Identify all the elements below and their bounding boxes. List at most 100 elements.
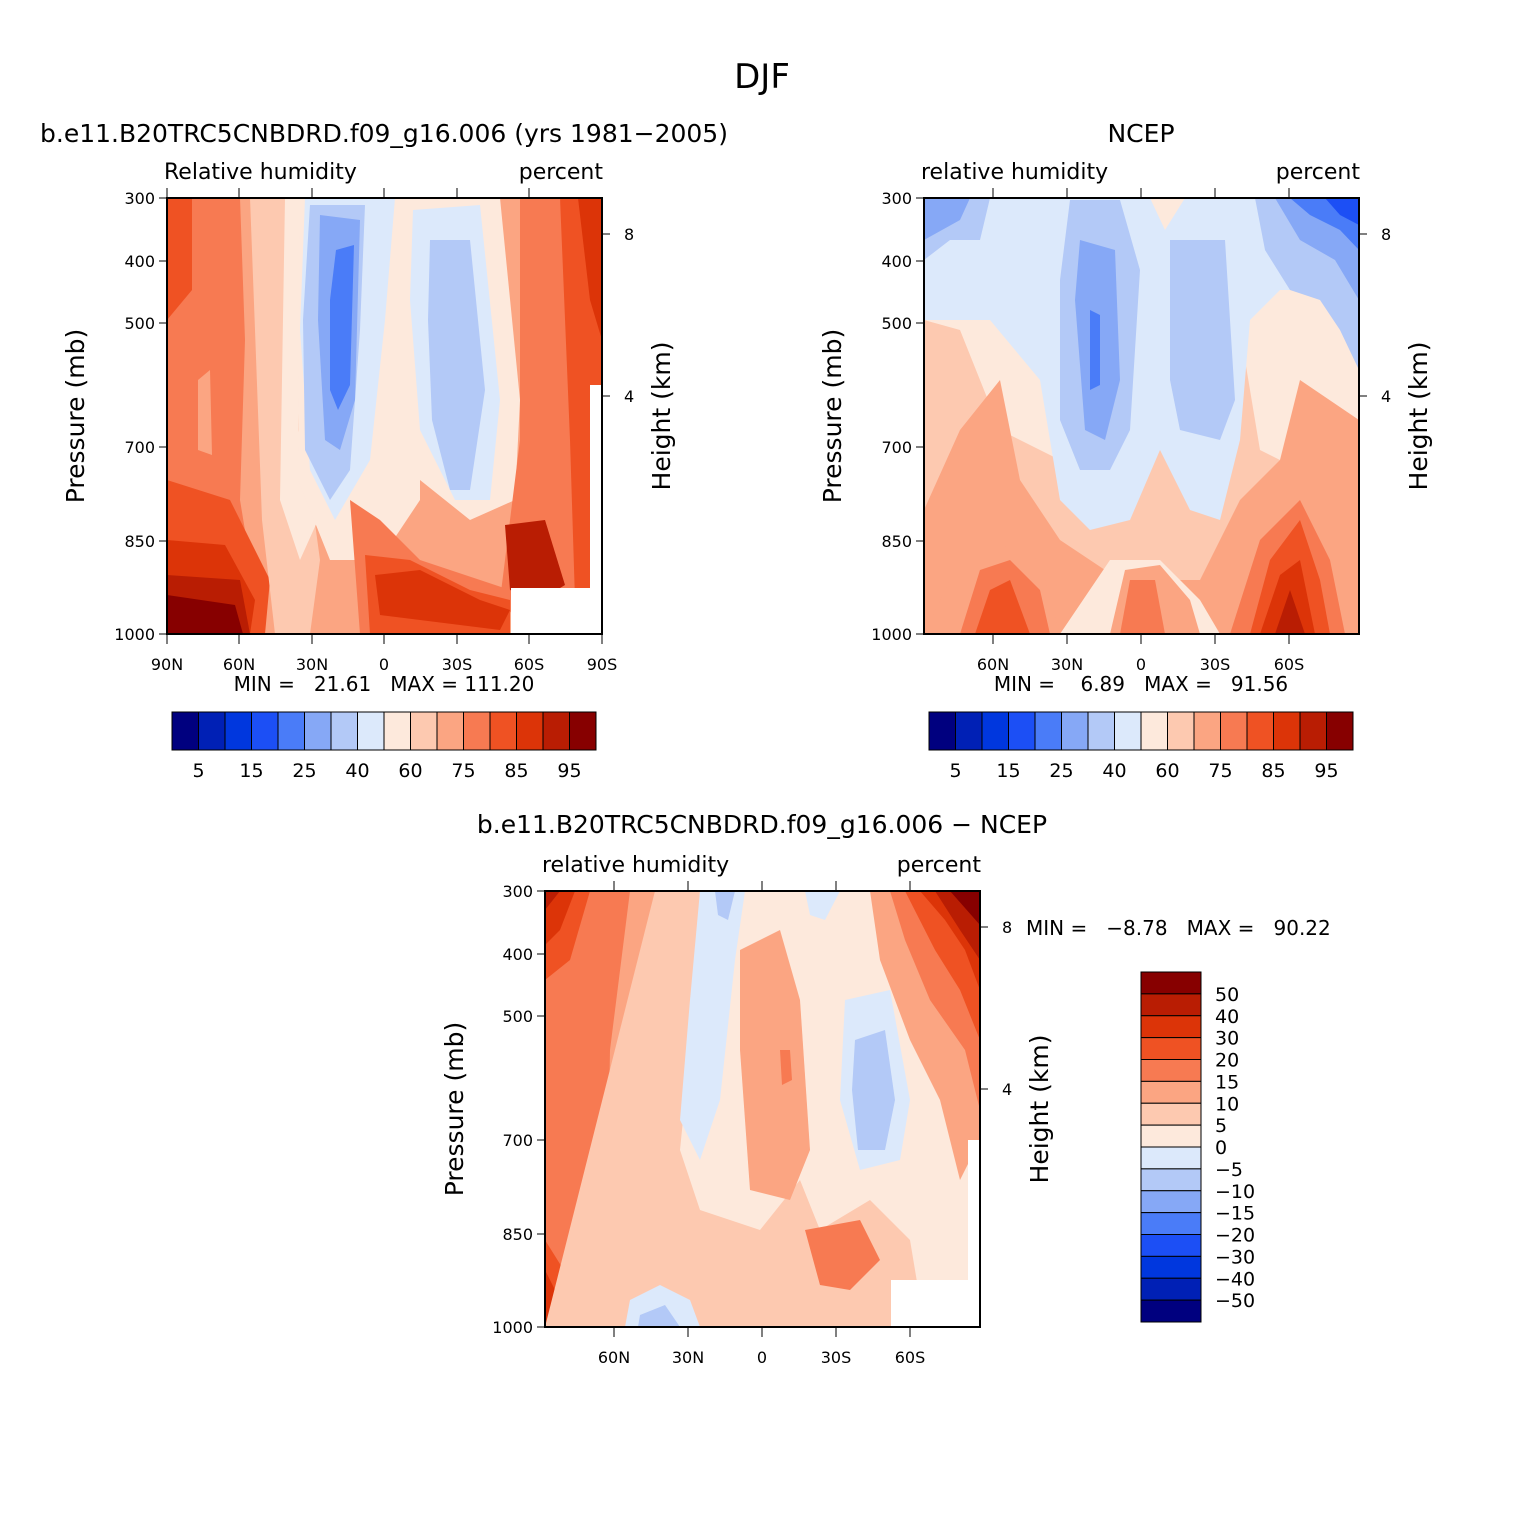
colorbar-box (516, 711, 544, 751)
panel-model-left-label: Relative humidity (164, 160, 357, 185)
colorbar-label: 85 (1261, 760, 1285, 782)
colorbar-label: −30 (1215, 1246, 1255, 1268)
x-tick-label: 60N (977, 655, 1009, 674)
colorbar-box (1167, 711, 1195, 751)
panel-diff-y2label: Height (km) (1025, 1035, 1054, 1184)
panel-model-y2label: Height (km) (647, 342, 676, 491)
x-tick-label: 0 (757, 1348, 767, 1367)
y-tick-label: 700 (124, 438, 155, 457)
y2-tick-label: 8 (1381, 225, 1391, 244)
y-tick-label: 300 (881, 189, 912, 208)
colorbar-label: 5 (1215, 1115, 1227, 1137)
colorbar-box (410, 711, 438, 751)
panel-obs-minmax: MIN = 6.89 MAX = 91.56 (994, 672, 1288, 696)
figure-title: DJF (734, 57, 790, 97)
y-tick-label: 700 (502, 1131, 533, 1150)
x-tick-label: 90S (587, 655, 618, 674)
colorbar-box (171, 711, 199, 751)
panel-obs-ylabel: Pressure (mb) (818, 329, 847, 503)
colorbar-box (1034, 711, 1062, 751)
x-tick-label: 0 (1136, 655, 1146, 674)
panel-model-tick-labels: 300 400 500 700 850 1000 8 4 90N 60N 30N 0 30S 60S 90S (114, 189, 634, 674)
panel-obs-right-label: percent (1276, 160, 1361, 185)
colorbar-box (1087, 711, 1115, 751)
y2-tick-label: 4 (1381, 387, 1391, 406)
x-tick-label: 30N (1051, 655, 1083, 674)
panel-model-colorbar: 5 15 25 40 60 75 85 95 (171, 711, 597, 782)
x-tick-label: 90N (151, 655, 183, 674)
colorbar-box (1140, 711, 1168, 751)
colorbar-box (1140, 1168, 1202, 1192)
colorbar-label: 25 (1049, 760, 1073, 782)
y-tick-label: 1000 (114, 625, 155, 644)
colorbar-box (489, 711, 517, 751)
colorbar-box (304, 711, 332, 751)
panel-model-axes (159, 188, 610, 644)
colorbar-label: 10 (1215, 1093, 1239, 1115)
colorbar-box (1140, 1212, 1202, 1235)
colorbar-label: 50 (1215, 984, 1239, 1006)
colorbar-box (1140, 1102, 1202, 1126)
colorbar-box (1008, 711, 1036, 751)
panel-model-right-label: percent (519, 160, 604, 185)
y-tick-label: 300 (502, 882, 533, 901)
colorbar-label: 15 (996, 760, 1020, 782)
colorbar-box (1140, 1299, 1202, 1323)
colorbar-label: 95 (1314, 760, 1338, 782)
panel-obs-tick-labels: 300 400 500 700 850 1000 8 4 60N 30N 0 30S 60S (871, 189, 1391, 674)
colorbar-box (928, 711, 956, 751)
panel-diff-right-label: percent (897, 853, 982, 878)
y2-tick-label: 8 (1002, 918, 1012, 937)
panel-obs-left-label: relative humidity (921, 160, 1108, 185)
colorbar-box (383, 711, 411, 751)
x-tick-label: 60N (598, 1348, 630, 1367)
panel-obs-y2label: Height (km) (1404, 342, 1433, 491)
colorbar-label: −5 (1215, 1159, 1243, 1181)
y-tick-label: 400 (881, 252, 912, 271)
colorbar-label: 40 (1215, 1006, 1239, 1028)
colorbar-label: 20 (1215, 1050, 1239, 1072)
colorbar-box (357, 711, 385, 751)
colorbar-box (198, 711, 226, 751)
colorbar-box (1140, 1037, 1202, 1060)
panel-obs-field (924, 198, 1359, 634)
panel-diff: b.e11.B20TRC5CNBDRD.f09_g16.006 − NCEP r… (440, 810, 1331, 1367)
colorbar-label: −15 (1215, 1203, 1255, 1225)
colorbar-box (1326, 711, 1354, 751)
panel-obs-title: NCEP (1107, 119, 1174, 148)
x-tick-label: 30N (672, 1348, 704, 1367)
colorbar-box (1140, 1080, 1202, 1104)
panel-model-title: b.e11.B20TRC5CNBDRD.f09_g16.006 (yrs 198… (40, 119, 728, 148)
panel-model-minmax: MIN = 21.61 MAX = 111.20 (234, 672, 535, 696)
y-tick-label: 300 (124, 189, 155, 208)
colorbar-box (1140, 1059, 1202, 1082)
colorbar-box (277, 711, 305, 751)
panel-diff-title: b.e11.B20TRC5CNBDRD.f09_g16.006 − NCEP (477, 810, 1047, 839)
y2-tick-label: 8 (624, 225, 634, 244)
colorbar-box (1140, 1146, 1202, 1170)
y-tick-label: 500 (881, 314, 912, 333)
colorbar-box (1140, 1255, 1202, 1279)
colorbar-label: −50 (1215, 1290, 1255, 1312)
colorbar-label: 95 (557, 760, 581, 782)
y2-tick-label: 4 (1002, 1080, 1012, 1099)
colorbar-label: 0 (1215, 1137, 1227, 1159)
y-tick-label: 850 (124, 532, 155, 551)
x-tick-label: 30S (442, 655, 473, 674)
y-tick-label: 400 (124, 252, 155, 271)
colorbar-label: 40 (345, 760, 369, 782)
colorbar-label: 75 (1208, 760, 1232, 782)
colorbar-label: 60 (398, 760, 422, 782)
panel-diff-minmax: MIN = −8.78 MAX = 90.22 (1026, 916, 1331, 940)
colorbar-box (542, 711, 570, 751)
panel-diff-axes (537, 881, 988, 1337)
colorbar-box (1140, 1190, 1202, 1214)
colorbar-box (1193, 711, 1221, 751)
panel-diff-field (545, 891, 980, 1327)
colorbar-label: 5 (949, 760, 961, 782)
colorbar-box (330, 711, 358, 751)
y-tick-label: 400 (502, 945, 533, 964)
colorbar-box (224, 711, 252, 751)
